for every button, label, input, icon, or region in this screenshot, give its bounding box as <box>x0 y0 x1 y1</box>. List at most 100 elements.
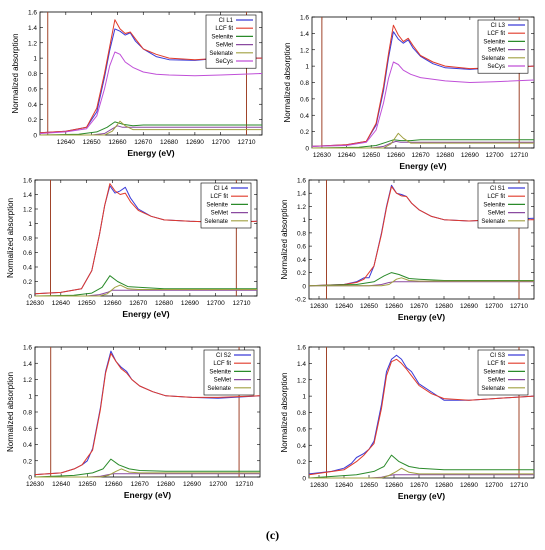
chart-panel-2: 0 0.2 0.4 0.6 0.8 1 1.2 1.4 1.6 12630 12640 12650 12… <box>283 15 535 171</box>
x-tick-label: 12670 <box>410 482 428 489</box>
series-line-lcf-fit <box>308 186 534 287</box>
x-tick-label: 12700 <box>485 482 503 489</box>
legend-label: Selenite <box>211 34 233 40</box>
series-line-selenite <box>308 272 534 287</box>
legend <box>205 14 257 69</box>
x-tick-label: 12690 <box>183 481 201 488</box>
y-tick-label: 1 <box>305 64 309 71</box>
series-line-selenite <box>308 454 534 479</box>
x-tick-label: 12700 <box>485 303 503 310</box>
legend-label: Selenite <box>483 369 505 375</box>
y-tick-label: 0.8 <box>300 80 309 87</box>
x-tick-label: 12660 <box>385 303 403 310</box>
y-tick-label: 0.2 <box>28 117 37 124</box>
y-tick-label: 1.2 <box>28 40 37 47</box>
legend-label: SeMet <box>211 211 229 217</box>
x-tick-label: 12690 <box>460 482 478 489</box>
y-tick-label: 0.2 <box>297 459 306 466</box>
legend-label: Selenite <box>206 202 228 208</box>
y-tick-label: 0.4 <box>28 102 37 109</box>
y-tick-label: 0.6 <box>23 250 32 257</box>
x-tick-label: 12700 <box>212 139 230 146</box>
y-tick-label: 1.2 <box>297 204 306 211</box>
series-line-lcf-fit <box>34 183 258 295</box>
legend-label: Selenate <box>481 219 505 225</box>
legend-label: Selenate <box>481 386 505 392</box>
y-tick-label: 0.4 <box>23 442 32 449</box>
x-axis-label: Energy (eV) <box>127 148 174 158</box>
legend-label: CI L4 <box>214 186 229 192</box>
y-tick-label: 0.8 <box>23 236 32 243</box>
y-tick-label: 0.4 <box>23 265 32 272</box>
x-tick-label: 12670 <box>410 303 428 310</box>
y-tick-label: 0.2 <box>297 270 306 277</box>
legend-label: Selenite <box>483 202 505 208</box>
x-tick-label: 12630 <box>313 152 331 159</box>
y-tick-label: 1 <box>302 394 306 401</box>
x-axis-label: Energy (eV) <box>399 161 446 171</box>
x-tick-label: 12660 <box>385 482 403 489</box>
x-axis-label: Energy (eV) <box>122 309 169 319</box>
series-line-secys <box>311 61 535 147</box>
y-tick-label: 0.6 <box>300 96 309 103</box>
series-line-selenate <box>309 277 534 287</box>
legend-label: CI L1 <box>219 18 234 24</box>
x-tick-label: 12710 <box>232 300 250 307</box>
legend-label: LCF fit <box>210 194 228 200</box>
y-tick-label: 1 <box>28 221 32 228</box>
y-tick-label: 0 <box>302 283 306 290</box>
y-tick-label: 1.4 <box>23 192 32 199</box>
y-tick-label: 0.8 <box>23 410 32 417</box>
x-tick-label: 12680 <box>157 481 175 488</box>
series-line-ci-l3 <box>311 31 535 147</box>
chart-panel-6: 0 0.2 0.4 0.6 0.8 1 1.2 1.4 1.6 12630 12640 12650 12… <box>280 345 535 501</box>
y-tick-label: 0.6 <box>23 426 32 433</box>
y-tick-label: 1.2 <box>300 47 309 54</box>
legend-label: Selenate <box>204 219 228 225</box>
x-tick-label: 12670 <box>129 300 147 307</box>
legend-label: LCF fit <box>213 361 231 367</box>
series-line-selenite <box>34 458 260 478</box>
legend-label: LCF fit <box>487 194 505 200</box>
series-line-lcf-fit <box>311 24 535 147</box>
y-tick-label: 0.2 <box>23 279 32 286</box>
y-tick-label: 1.4 <box>297 191 306 198</box>
y-tick-label: 1.6 <box>297 178 306 185</box>
y-tick-label: 1.4 <box>28 25 37 32</box>
series-line-selenite <box>311 139 534 149</box>
x-tick-label: 12650 <box>360 482 378 489</box>
chart-panel-3: 0 0.2 0.4 0.6 0.8 1 1.2 1.4 1.6 12630 12640 12650 12… <box>6 178 258 319</box>
y-tick-label: 0 <box>302 476 306 483</box>
x-tick-label: 12670 <box>131 481 149 488</box>
chart-panel-5: 0 0.2 0.4 0.6 0.8 1 1.2 1.4 1.6 12630 12640 12650 12… <box>6 345 261 500</box>
x-tick-label: 12640 <box>52 481 70 488</box>
x-axis-label: Energy (eV) <box>398 491 445 501</box>
x-tick-label: 12690 <box>461 152 479 159</box>
legend <box>477 19 529 74</box>
x-tick-label: 12710 <box>235 481 253 488</box>
x-tick-label: 12710 <box>510 152 528 159</box>
series-line-selenate <box>35 468 260 478</box>
x-tick-label: 12700 <box>485 152 503 159</box>
legend-label: SeMet <box>488 48 506 54</box>
series-line-lcf-fit <box>34 353 261 476</box>
y-tick-label: 0 <box>28 294 32 301</box>
x-tick-label: 12660 <box>108 139 126 146</box>
x-tick-label: 12650 <box>78 481 96 488</box>
legend-label: SeCys <box>215 59 233 65</box>
x-tick-label: 12670 <box>134 139 152 146</box>
series-line-ci-l1 <box>39 28 262 134</box>
y-axis-label: Normalized absorption <box>280 372 289 452</box>
y-tick-label: 0.2 <box>300 129 309 136</box>
series-line-lcf-fit <box>308 358 535 476</box>
x-axis-label: Energy (eV) <box>124 490 171 500</box>
y-tick-label: 1.6 <box>28 10 37 17</box>
legend-label: Selenate <box>209 51 233 57</box>
legend-label: Selenite <box>209 369 231 375</box>
figure-caption: (c) <box>265 528 280 542</box>
series-line-lcf-fit <box>39 19 262 134</box>
series-line-selenate <box>35 284 257 297</box>
x-tick-label: 12630 <box>310 303 328 310</box>
x-tick-label: 12680 <box>155 300 173 307</box>
